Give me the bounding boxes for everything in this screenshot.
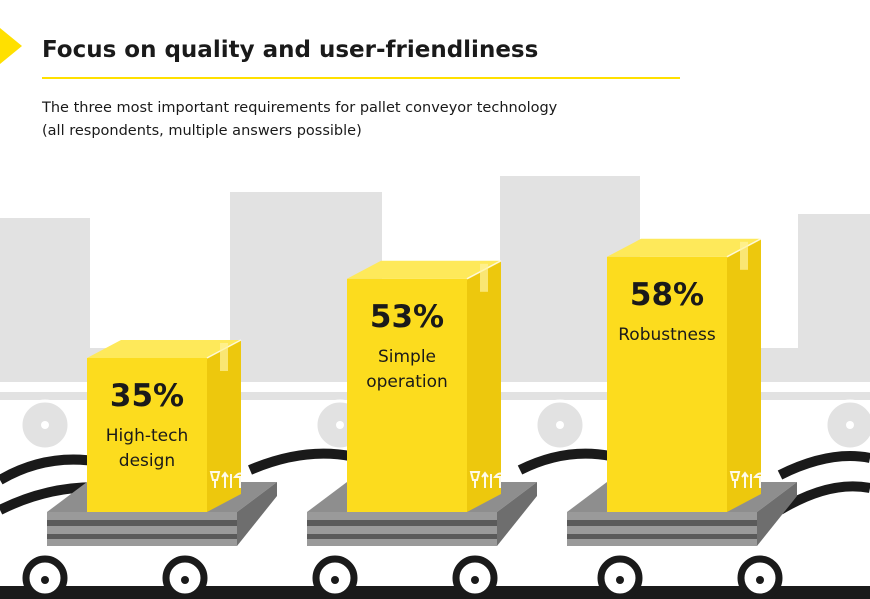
bar-box-top <box>87 340 241 358</box>
tape-strip <box>740 241 748 270</box>
pallet-side <box>757 482 797 546</box>
pallet-slat <box>567 520 757 526</box>
bars-group: 35% High-tech design 53% Simple operation 58% R… <box>47 238 797 546</box>
tape-strip <box>220 343 228 371</box>
keep-dry-umbrella-icon <box>233 472 247 488</box>
bar-box-3: 58% Robustness <box>567 238 797 546</box>
bar-box-2: 53% Simple operation <box>307 260 537 546</box>
bar <box>347 278 467 512</box>
roller-hub <box>41 576 49 584</box>
fragile-glass-icon <box>469 471 481 488</box>
bar-box-side <box>467 260 501 512</box>
roller-hub <box>471 576 479 584</box>
category-label: operation <box>366 372 448 392</box>
fragile-glass-icon <box>209 471 221 488</box>
bar-box-top <box>347 260 501 279</box>
machine-block <box>0 218 90 368</box>
pallet-slat <box>47 520 237 526</box>
background-roller-hubs <box>41 421 854 429</box>
pallet-front <box>567 512 757 546</box>
conveyor-base <box>0 586 870 599</box>
bar <box>607 256 727 512</box>
front-rollers <box>22 555 783 599</box>
pallet-front <box>307 512 497 546</box>
bar-box-top <box>607 238 761 257</box>
roller-hub <box>181 576 189 584</box>
keep-dry-umbrella-icon <box>493 472 507 488</box>
page-title: Focus on quality and user-friendliness <box>42 37 538 63</box>
bar <box>87 358 207 512</box>
belt-loop <box>777 451 870 480</box>
subtitle-line-2: (all respondents, multiple answers possi… <box>42 123 362 139</box>
roller-hub <box>41 421 49 429</box>
this-side-up-icon <box>221 471 232 488</box>
subtitle-line-1: The three most important requirements fo… <box>41 100 558 116</box>
roller-hub <box>336 421 344 429</box>
pallet-slat <box>47 534 237 539</box>
roller-hub <box>616 576 624 584</box>
data-label-value: 53% <box>370 299 444 335</box>
fragile-glass-icon <box>729 471 741 488</box>
this-side-up-icon <box>481 471 492 488</box>
category-label: Robustness <box>618 325 716 345</box>
bar-box-side <box>727 238 761 513</box>
bar-box-1: 35% High-tech design <box>47 339 277 546</box>
category-label: Simple <box>378 347 436 367</box>
category-label: design <box>119 451 175 471</box>
keep-dry-umbrella-icon <box>753 472 767 488</box>
bar-box-side <box>207 340 241 512</box>
roller-hub <box>556 421 564 429</box>
this-side-up-icon <box>741 471 752 488</box>
pallet-side <box>237 482 277 546</box>
data-label-value: 35% <box>110 378 184 414</box>
data-label-value: 58% <box>630 277 704 313</box>
pallet-front <box>47 512 237 546</box>
pallet-slat <box>307 520 497 526</box>
pallet-side <box>497 482 537 546</box>
roller-hub <box>331 576 339 584</box>
machine-block <box>798 214 870 369</box>
pallet-slat <box>567 534 757 539</box>
category-label: High-tech <box>106 426 188 446</box>
pallet-slat <box>307 534 497 539</box>
roller-hub <box>846 421 854 429</box>
tape-strip <box>480 263 488 292</box>
header-accent-triangle <box>0 28 22 64</box>
roller-hub <box>756 576 764 584</box>
